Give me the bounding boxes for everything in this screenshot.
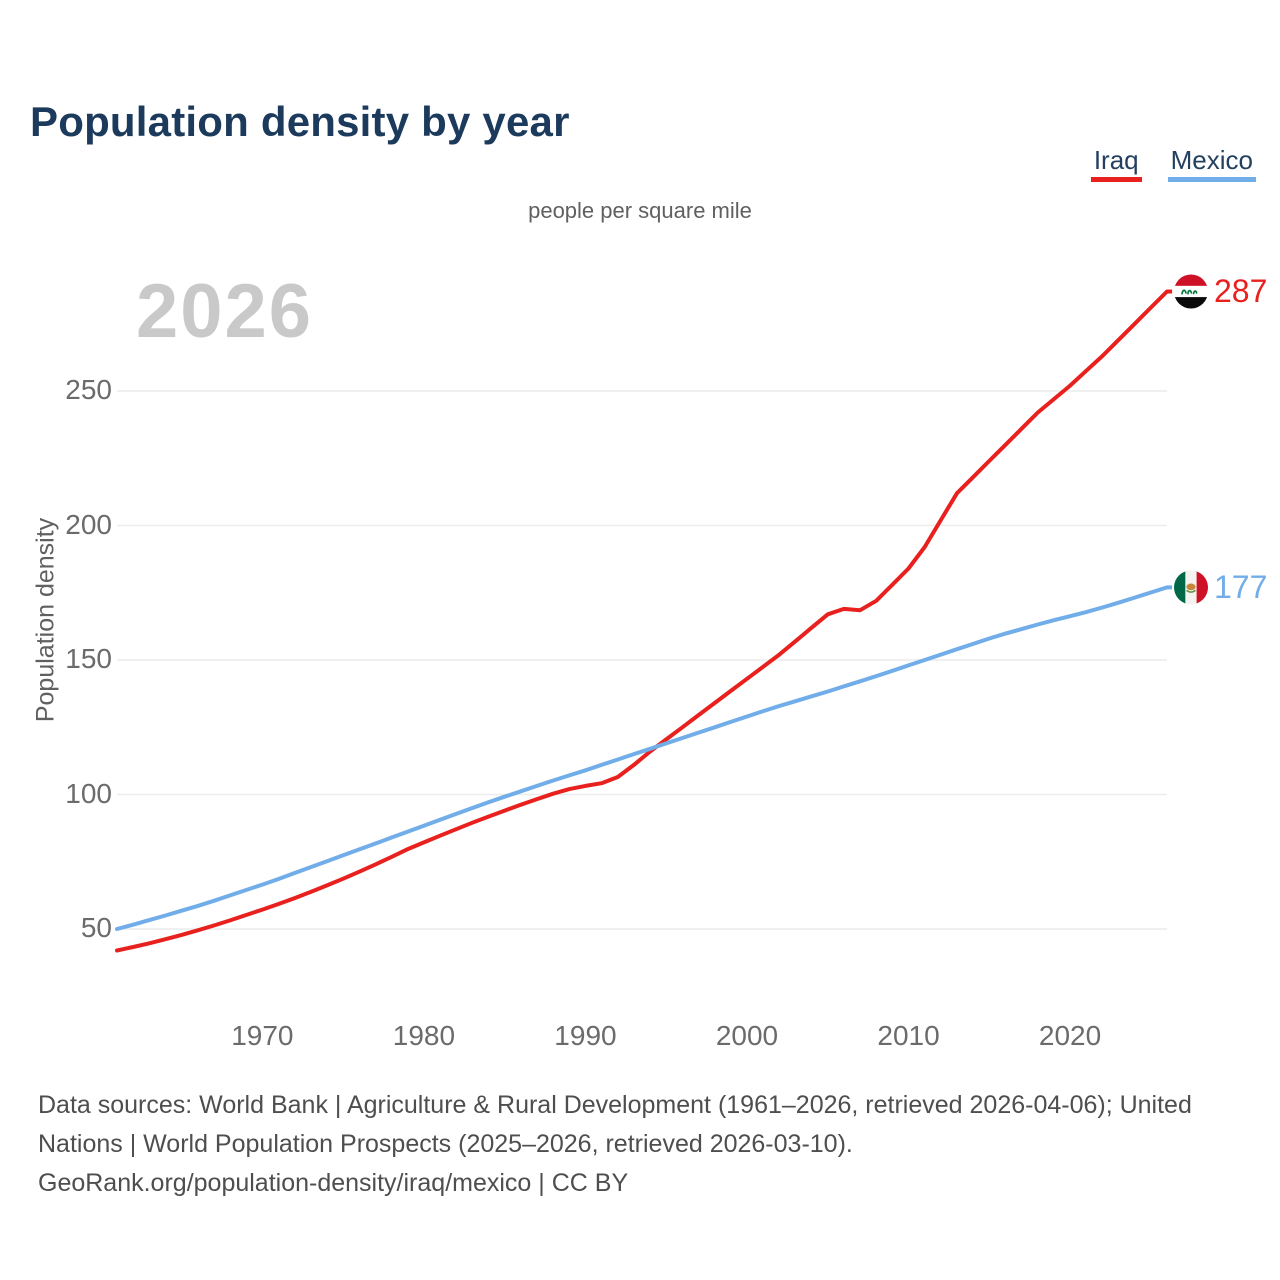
data-sources-footer: Data sources: World Bank | Agriculture &… — [38, 1086, 1258, 1203]
footer-source-url: GeoRank.org/population-density/iraq/mexi… — [38, 1169, 629, 1197]
y-tick-50: 50 — [80, 912, 112, 943]
legend: Iraq Mexico — [1090, 146, 1256, 182]
x-tick-1970: 1970 — [231, 1020, 294, 1051]
iraq-flag-icon — [1172, 272, 1210, 311]
chart-unit-subtitle: people per square mile — [528, 198, 752, 223]
mexico-flag-icon — [1172, 568, 1210, 607]
y-tick-100: 100 — [65, 777, 112, 809]
mexico-end-value-label: 177 — [1214, 569, 1268, 606]
x-tick-1990: 1990 — [554, 1020, 617, 1051]
year-watermark: 2026 — [136, 269, 314, 354]
x-tick-2010: 2010 — [877, 1020, 940, 1051]
page-title: Population density by year — [30, 98, 570, 146]
footer-line-2: Nations | World Population Prospects (20… — [38, 1130, 853, 1158]
y-tick-200: 200 — [65, 508, 112, 540]
mexico-line — [115, 585, 1178, 931]
x-tick-1980: 1980 — [392, 1020, 456, 1051]
legend-item-iraq[interactable]: Iraq — [1090, 146, 1142, 182]
x-tick-2020: 2020 — [1038, 1020, 1102, 1051]
iraq-line — [115, 289, 1178, 953]
x-tick-2000: 2000 — [715, 1020, 779, 1051]
footer-line-1: Data sources: World Bank | Agriculture &… — [38, 1091, 1192, 1119]
y-tick-250: 250 — [65, 374, 112, 405]
y-tick-150: 150 — [65, 643, 112, 674]
legend-item-mexico[interactable]: Mexico — [1167, 146, 1256, 182]
iraq-end-value-label: 287 — [1214, 273, 1268, 310]
